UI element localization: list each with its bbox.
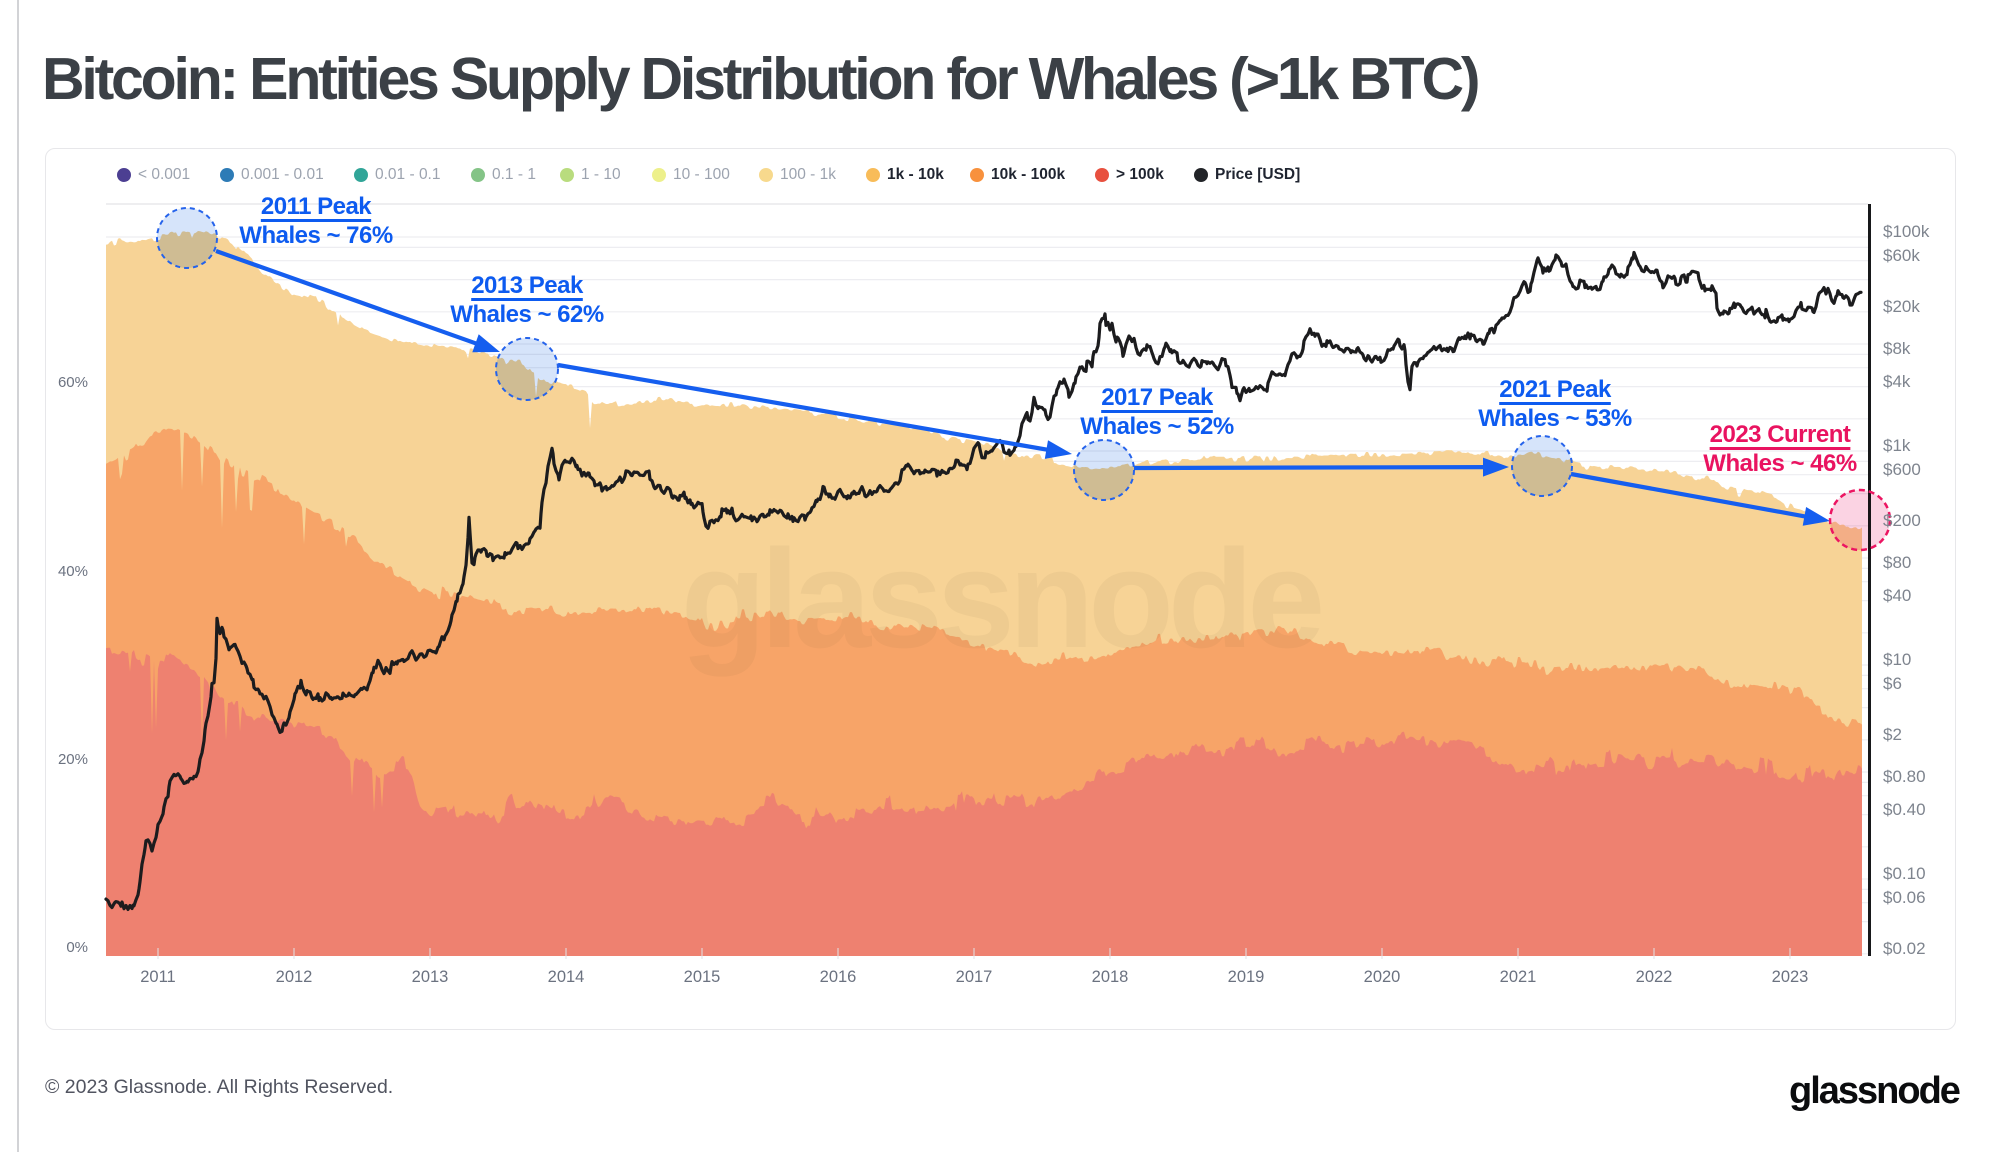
svg-text:glassnode: glassnode — [681, 520, 1322, 677]
